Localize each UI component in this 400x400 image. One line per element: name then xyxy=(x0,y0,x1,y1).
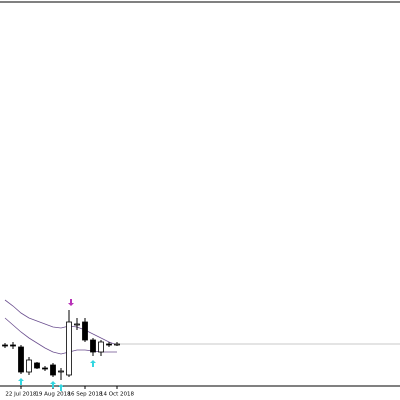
buy-arrow xyxy=(58,384,64,391)
candle-body xyxy=(34,362,40,369)
candle-body xyxy=(74,323,80,326)
candle-body xyxy=(106,343,112,346)
x-tick-label: 22 Jul 2018 xyxy=(5,392,37,398)
candle-body xyxy=(2,344,8,347)
candle-body xyxy=(82,321,88,341)
x-tick-label: 19 Aug 2018 xyxy=(35,392,71,398)
candle-body xyxy=(66,321,72,376)
candle-body xyxy=(50,364,56,376)
candle-body xyxy=(42,367,48,370)
candle-body xyxy=(26,359,32,373)
sell-arrow xyxy=(68,299,74,306)
candle-body xyxy=(90,339,96,353)
band-line xyxy=(4,299,118,346)
candle-body xyxy=(114,343,120,346)
buy-arrow xyxy=(50,381,56,388)
buy-arrow xyxy=(18,378,24,385)
x-tick-label: 16 Sep 2018 xyxy=(68,392,103,398)
candle-body xyxy=(98,341,104,353)
candle-body xyxy=(58,370,64,373)
candle-body xyxy=(10,344,16,347)
buy-arrow xyxy=(90,360,96,367)
x-tick-label: 14 Oct 2018 xyxy=(100,392,135,398)
candle-body xyxy=(18,346,24,373)
